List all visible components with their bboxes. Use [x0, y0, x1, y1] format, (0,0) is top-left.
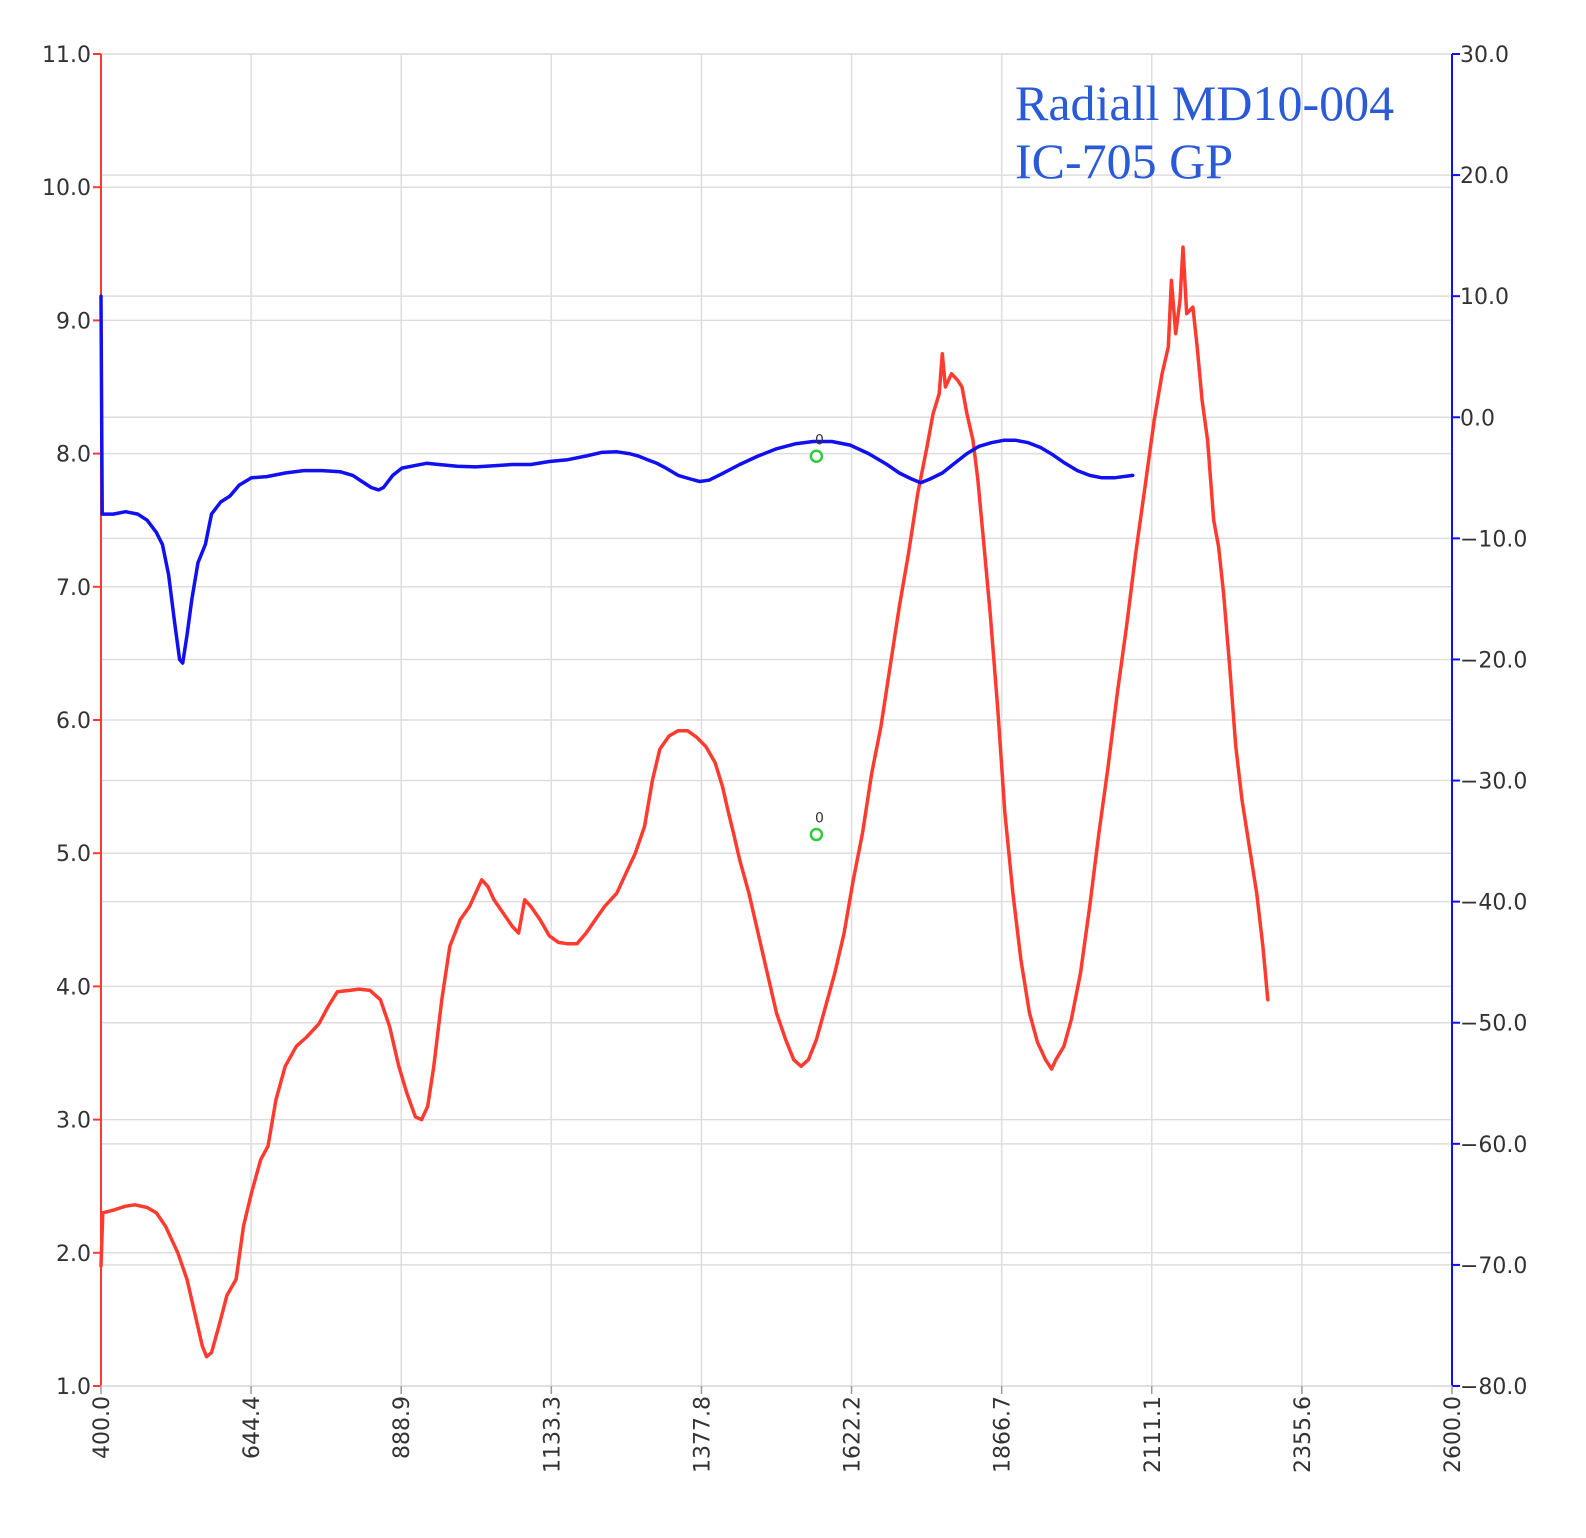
markers: 00: [809, 432, 824, 842]
y-right-tick-label: −40.0: [1460, 891, 1527, 916]
y-left-tick-label: 9.0: [56, 309, 91, 334]
axes: 1.0 2.0 3.0 4.0 5.0 6.0 7.0 8.0 9.0 10.0 11.0 −80.0…: [42, 43, 1527, 1473]
grid: [100, 53, 1453, 1387]
y-left-tick-label: 10.0: [42, 176, 91, 201]
y-right-tick-label: −80.0: [1460, 1375, 1527, 1400]
y-right-tick-label: −60.0: [1460, 1133, 1527, 1158]
x-tick-label: 2111.1: [1141, 1396, 1166, 1473]
y-right-tick-label: −20.0: [1460, 648, 1527, 673]
y-right-tick-label: −30.0: [1460, 770, 1527, 795]
x-tick-label: 1866.7: [991, 1396, 1016, 1473]
y-right-tick-label: 20.0: [1460, 164, 1509, 189]
y-right-tick-label: −50.0: [1460, 1012, 1527, 1037]
y-right-tick-label: 30.0: [1460, 43, 1509, 68]
x-tick-label: 2355.6: [1291, 1396, 1316, 1473]
data-marker-label: 0: [815, 432, 824, 448]
x-tick-label: 644.4: [240, 1396, 265, 1459]
y-right-tick-label: 10.0: [1460, 285, 1509, 310]
x-tick-label: 1377.8: [690, 1396, 715, 1473]
y-left-tick-label: 7.0: [56, 576, 91, 601]
x-tick-label: 1133.3: [540, 1396, 565, 1473]
y-left-tick-label: 11.0: [42, 43, 91, 68]
series-line-left-axis: [99, 245, 1270, 1359]
y-left-tick-label: 1.0: [56, 1375, 91, 1400]
y-right-tick-label: −70.0: [1460, 1254, 1527, 1279]
data-marker: [809, 449, 824, 464]
x-tick-label: 1622.2: [841, 1396, 866, 1473]
y-left-tick-label: 8.0: [56, 443, 91, 468]
series: [99, 245, 1270, 1359]
y-left-tick-label: 6.0: [56, 709, 91, 734]
x-tick-label: 888.9: [390, 1396, 415, 1459]
data-marker-label: 0: [815, 811, 824, 827]
y-left-tick-label: 2.0: [56, 1242, 91, 1267]
series-line-right-axis: [99, 294, 1135, 665]
data-marker: [809, 827, 824, 842]
x-tick-label: 400.0: [90, 1396, 115, 1459]
x-tick-label: 2600.0: [1441, 1396, 1466, 1473]
y-left-tick-label: 5.0: [56, 842, 91, 867]
y-right-tick-label: −10.0: [1460, 527, 1527, 552]
y-right-tick-label: 0.0: [1460, 406, 1495, 431]
chart-annotation-line-1: Radiall MD10-004: [1015, 75, 1394, 131]
chart-annotation-line-2: IC-705 GP: [1015, 133, 1233, 189]
y-left-tick-label: 4.0: [56, 975, 91, 1000]
y-left-tick-label: 3.0: [56, 1109, 91, 1134]
